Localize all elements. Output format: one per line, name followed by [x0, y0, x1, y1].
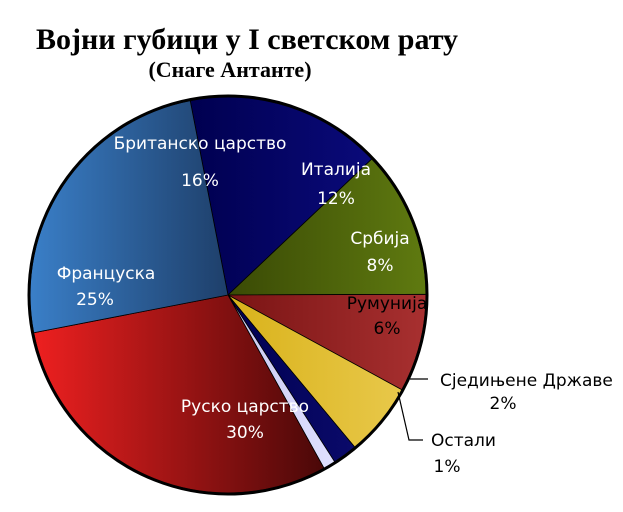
slice-label-2: Италија — [301, 160, 371, 180]
slice-value-1: 16% — [181, 171, 219, 191]
slice-label-5: Сједињене Државе — [440, 371, 613, 391]
slice-label-4: Румунија — [347, 294, 428, 314]
slice-value-6: 1% — [434, 457, 461, 477]
pie-labels: Британско царство 16% Италија 12% Србија 8% Ру… — [57, 134, 613, 477]
slice-label-1: Британско царство — [114, 134, 287, 154]
pie-slices — [29, 96, 427, 494]
slice-label-7: Руско царство — [181, 397, 309, 417]
slice-label-8: Француска — [57, 264, 156, 284]
slice-value-3: 8% — [367, 256, 394, 276]
chart-title: Војни губици у I светском рату — [36, 23, 458, 56]
chart-subtitle: (Снаге Антанте) — [148, 57, 311, 82]
slice-value-7: 30% — [226, 423, 264, 443]
slice-label-3: Србија — [350, 229, 409, 249]
leader-line-6 — [397, 391, 423, 441]
slice-value-5: 2% — [490, 394, 517, 414]
slice-value-2: 12% — [317, 189, 355, 209]
slice-label-6: Остали — [431, 431, 496, 451]
pie-outline — [27, 94, 429, 496]
slice-value-8: 25% — [76, 290, 114, 310]
slice-value-4: 6% — [374, 319, 401, 339]
